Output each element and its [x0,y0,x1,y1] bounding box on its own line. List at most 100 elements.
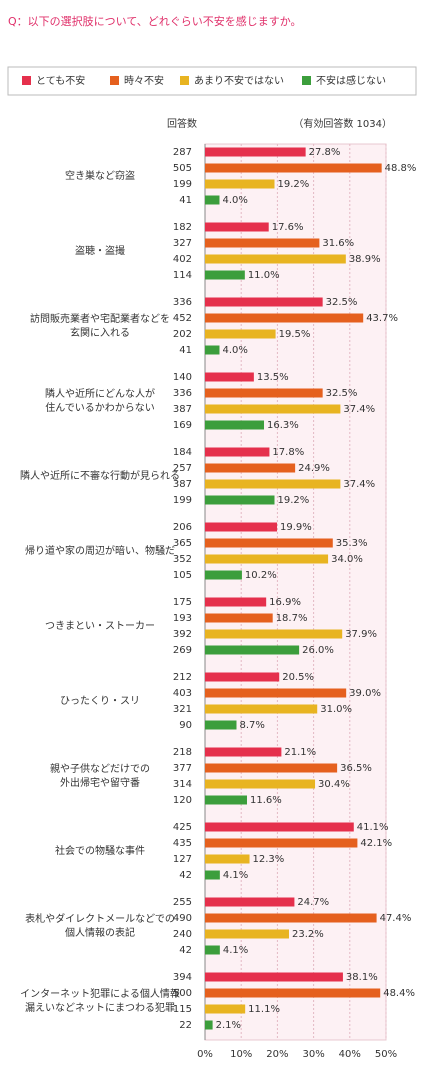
legend-label: あまり不安ではない [194,74,284,87]
plot-area [204,143,387,1041]
value-label: 16.3% [267,420,299,431]
bar [205,838,358,848]
bar [205,372,254,382]
category-label: 空き巣など窃盗 [65,169,135,182]
category-label: 隣人や近所にどんな人が [45,387,155,400]
bar [205,329,276,339]
value-label: 37.4% [343,404,375,415]
category-label: 住んでいるかわからない [45,401,155,414]
count-label: 336 [173,388,192,399]
count-label: 114 [173,270,192,281]
value-label: 35.3% [336,538,368,549]
count-label: 193 [173,613,192,624]
count-label: 402 [173,254,192,265]
bar [205,522,278,532]
value-label: 26.0% [302,645,334,656]
value-label: 34.0% [331,554,363,565]
count-label: 41 [179,195,192,206]
bar [205,420,265,430]
count-header: 回答数 [167,117,197,130]
count-label: 352 [173,554,192,565]
value-label: 11.6% [250,795,282,806]
x-tick-label: 10% [230,1049,252,1060]
x-tick-label: 20% [266,1049,288,1060]
legend-label: とても不安 [36,74,85,87]
count-label: 212 [173,672,192,683]
bar [205,645,300,655]
legend-label: 時々不安 [124,74,164,87]
category-label: 表札やダイレクトメールなどでの [25,912,175,925]
value-label: 12.3% [253,854,285,865]
bar [205,570,242,580]
value-label: 30.4% [318,779,350,790]
value-label: 32.5% [326,388,358,399]
value-label: 19.5% [279,329,311,340]
value-label: 37.9% [345,629,377,640]
count-label: 218 [173,747,192,758]
total-note: （有効回答数 1034） [293,117,392,130]
count-label: 22 [179,1020,192,1031]
category-label: 訪問販売業者や宅配業者などを [30,312,170,325]
value-label: 27.8% [309,147,341,158]
category-label: つきまとい・ストーカー [45,620,155,632]
bar [205,538,333,548]
bar [205,613,273,623]
bar [205,404,341,414]
bar [205,988,381,998]
category-label: 個人情報の表記 [65,926,135,939]
count-label: 42 [179,870,192,881]
bar [205,345,220,355]
value-label: 4.0% [222,345,247,356]
value-label: 17.8% [272,447,304,458]
count-label: 42 [179,945,192,956]
count-label: 452 [173,313,192,324]
value-label: 19.9% [280,522,312,533]
bar [205,388,323,398]
category-label: 玄関に入れる [70,326,130,339]
bar [205,179,275,189]
bar [205,195,220,205]
count-label: 140 [173,372,192,383]
value-label: 19.2% [278,495,310,506]
category-label: ひったくり・スリ [60,695,140,707]
bar [205,747,282,757]
count-label: 169 [173,420,192,431]
value-label: 37.4% [343,479,375,490]
count-label: 41 [179,345,192,356]
value-label: 4.1% [223,870,248,881]
bar [205,629,343,639]
bar [205,870,220,880]
bar [205,704,318,714]
legend-swatch [110,76,119,85]
value-label: 42.1% [360,838,392,849]
count-label: 199 [173,179,192,190]
count-label: 377 [173,763,192,774]
x-tick-label: 50% [375,1049,397,1060]
category-label: 親や子供などだけでの [50,762,150,775]
bar [205,163,382,173]
bar [205,854,250,864]
value-label: 4.1% [223,945,248,956]
value-label: 17.6% [272,222,304,233]
bar [205,1020,213,1030]
count-label: 336 [173,297,192,308]
bar [205,297,323,307]
bar [205,972,343,982]
count-label: 269 [173,645,192,656]
count-label: 127 [173,854,192,865]
bar [205,554,329,564]
bar [205,779,316,789]
bar [205,270,245,280]
bar [205,929,289,939]
value-label: 18.7% [276,613,308,624]
bar [205,795,247,805]
count-label: 387 [173,404,192,415]
value-label: 13.5% [257,372,289,383]
bar [205,254,346,264]
count-label: 202 [173,329,192,340]
value-label: 16.9% [269,597,301,608]
count-label: 182 [173,222,192,233]
bar [205,222,269,232]
bar [205,238,320,248]
